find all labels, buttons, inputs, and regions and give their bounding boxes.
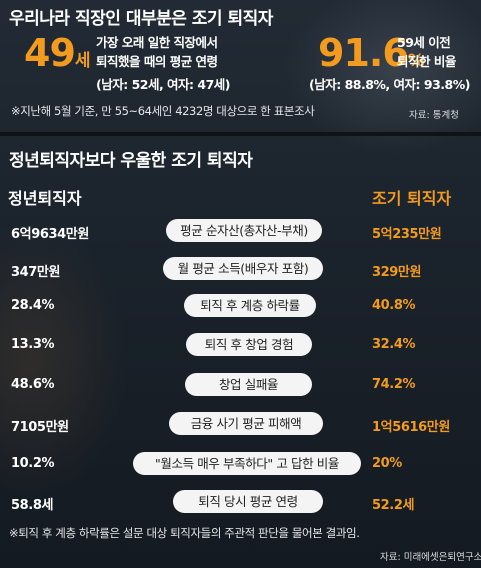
stat-left-line3: (남자: 52세, 여자: 47세): [96, 77, 231, 92]
stat-left-value: 49세: [24, 31, 91, 75]
stat-right-unit: %: [407, 51, 425, 71]
section-title: 정년퇴직자보다 우울한 조기 퇴직자: [9, 151, 253, 171]
row1-regular-value: 6억9634만원: [11, 227, 89, 242]
stat-right-description: 59세 이전 퇴직한 비율: [397, 33, 456, 71]
stat-left-description: 가장 오래 일한 직장에서 퇴직했을 때의 평균 연령: [96, 33, 218, 71]
row1-early-value: 5억235만원: [372, 227, 442, 242]
footnote: ※퇴직 후 계층 하락률은 설문 대상 퇴직자들의 주관적 판단을 물어본 결과…: [9, 526, 360, 540]
section-divider: [0, 132, 481, 136]
stat-right-line3: (남자: 88.8%, 여자: 93.8%): [309, 77, 470, 92]
survey-note: ※지난해 5월 기준, 만 55~64세인 4232명 대상으로 한 표본조사: [11, 104, 315, 118]
row2-label-pill: 월 평균 소득(배우자 포함): [163, 257, 323, 280]
stat-left-line2: 퇴직했을 때의 평균 연령: [96, 54, 218, 69]
row7-label-pill: "월소득 매우 부족하다" 고 답한 비율: [133, 452, 361, 475]
row4-early-value: 32.4%: [372, 337, 416, 352]
row6-early-value: 1억5616만원: [372, 420, 450, 435]
row7-regular-value: 10.2%: [11, 456, 55, 471]
row7-early-value: 20%: [372, 456, 402, 471]
row2-regular-value: 347만원: [11, 265, 61, 280]
row3-regular-value: 28.4%: [11, 298, 55, 313]
stat-left-unit: 세: [74, 51, 91, 71]
row8-label-pill: 퇴직 당시 평균 연령: [173, 490, 323, 513]
row4-regular-value: 13.3%: [11, 337, 55, 352]
row6-regular-value: 7105만원: [11, 420, 69, 435]
row1-label-pill: 평균 순자산(총자산-부채): [166, 219, 322, 242]
row5-early-value: 74.2%: [372, 377, 416, 392]
stat-left-line1: 가장 오래 일한 직장에서: [96, 35, 218, 50]
row6-label-pill: 금융 사기 평균 피해액: [169, 412, 323, 435]
page-title: 우리나라 직장인 대부분은 조기 퇴직자: [9, 9, 273, 29]
source-mirae-asset: 자료: 미래에셋은퇴연구소: [380, 552, 481, 563]
stat-right-line2: 퇴직한 비율: [397, 54, 456, 69]
row3-early-value: 40.8%: [372, 298, 416, 313]
source-statistics-korea: 자료: 통계청: [409, 110, 459, 121]
column-header-early-retirees: 조기 퇴직자: [372, 189, 452, 208]
stat-right-line1: 59세 이전: [397, 35, 451, 50]
row4-label-pill: 퇴직 후 창업 경험: [186, 333, 312, 356]
row2-early-value: 329만원: [372, 265, 422, 280]
row8-regular-value: 58.8세: [11, 498, 54, 513]
row5-label-pill: 창업 실패율: [185, 373, 312, 396]
stat-right-value: 91.6%: [318, 31, 425, 75]
column-header-regular-retirees: 정년퇴직자: [8, 189, 82, 208]
row5-regular-value: 48.6%: [11, 377, 55, 392]
row3-label-pill: 퇴직 후 계층 하락률: [184, 294, 316, 317]
row8-early-value: 52.2세: [372, 498, 415, 513]
